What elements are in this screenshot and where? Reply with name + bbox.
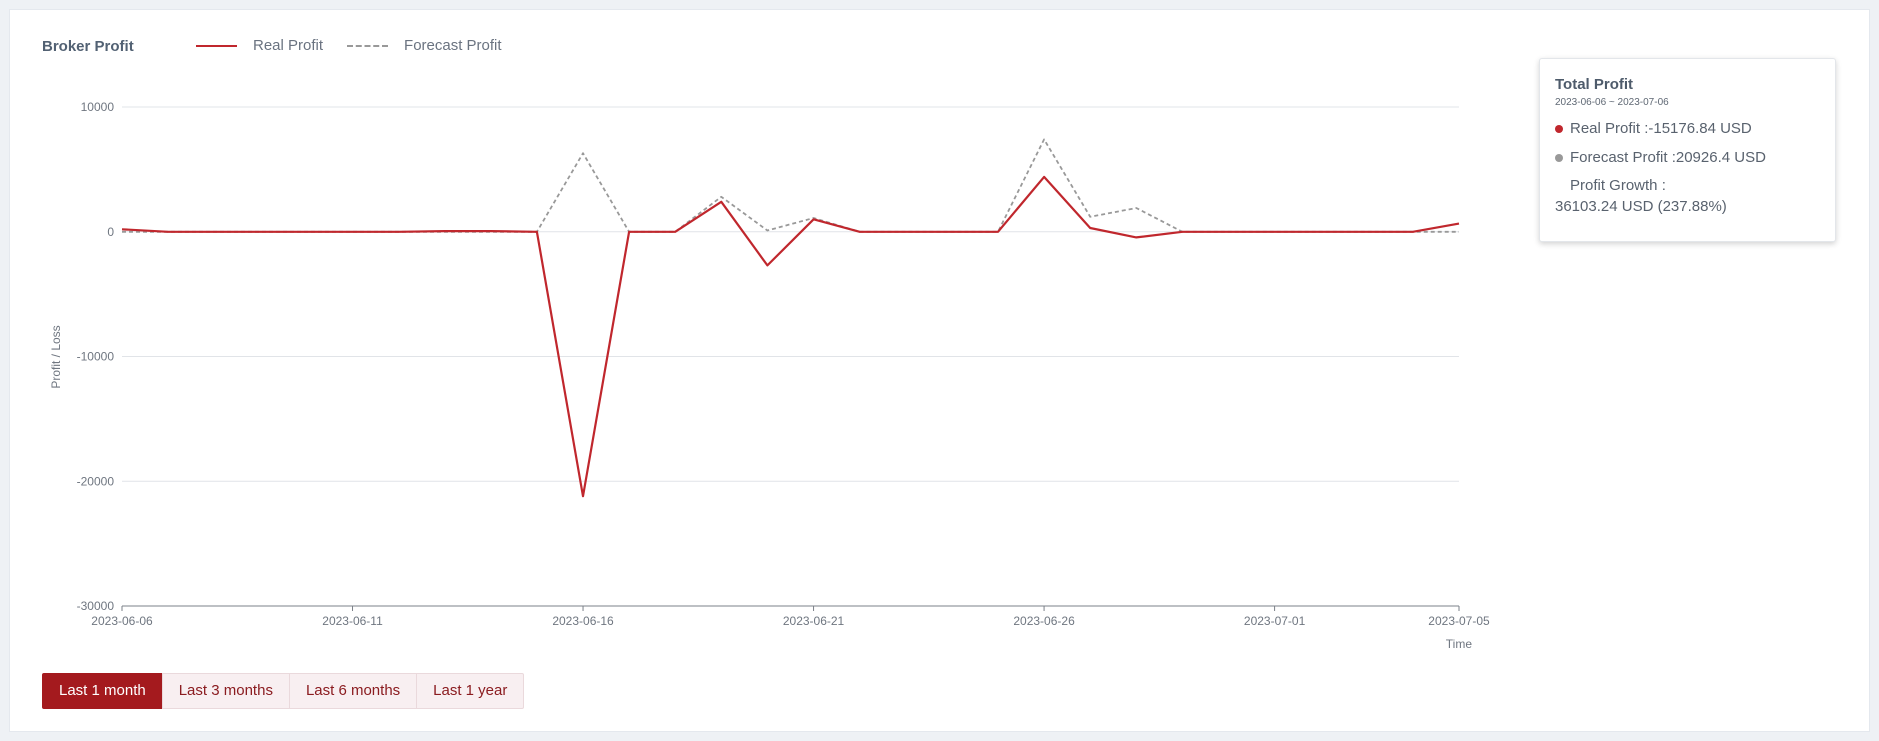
forecast-dot-icon <box>1555 153 1563 162</box>
last-1-month-button[interactable]: Last 1 month <box>42 673 163 709</box>
x-tick-label: 2023-06-16 <box>552 614 614 628</box>
forecast-profit-row: Forecast Profit :20926.4 USD <box>1555 149 1820 166</box>
y-tick-label: 10000 <box>81 100 115 114</box>
x-tick-label: 2023-06-21 <box>783 614 845 628</box>
real-profit-row: Real Profit :-15176.84 USD <box>1555 120 1820 137</box>
legend-swatch-forecast <box>347 44 389 47</box>
y-tick-label: -20000 <box>77 474 115 488</box>
forecast-profit-line[interactable] <box>122 138 1459 233</box>
legend-label-real: Real Profit <box>253 37 324 54</box>
x-tick-label: 2023-07-01 <box>1244 614 1306 628</box>
series-lines <box>121 138 1460 498</box>
legend-item-real[interactable]: Real Profit <box>196 37 323 54</box>
y-tick-label: -10000 <box>77 350 115 364</box>
last-3-months-button[interactable]: Last 3 months <box>161 673 290 709</box>
last-1-year-button[interactable]: Last 1 year <box>416 673 525 709</box>
total-profit-panel: Total Profit 2023-06-06 ~ 2023-07-06 Rea… <box>1539 58 1836 242</box>
forecast-profit-text: Forecast Profit :20926.4 USD <box>1570 149 1766 166</box>
x-tick-label: 2023-06-11 <box>322 614 383 628</box>
x-tick-label: 2023-06-26 <box>1013 614 1075 628</box>
real-profit-line[interactable] <box>121 175 1460 498</box>
legend-label-forecast: Forecast Profit <box>404 37 502 54</box>
x-axis-label: Time <box>1446 637 1473 651</box>
x-tick-label: 2023-06-06 <box>91 614 153 628</box>
legend-swatch-real <box>196 44 237 47</box>
chart-title: Broker Profit <box>42 38 134 55</box>
legend-item-forecast[interactable]: Forecast Profit <box>347 37 502 54</box>
profit-growth-value: 36103.24 USD (237.88%) <box>1555 198 1727 215</box>
time-range-buttons: Last 1 month Last 3 months Last 6 months… <box>42 673 525 709</box>
y-axis-label: Profit / Loss <box>49 325 63 388</box>
y-tick-label: -30000 <box>77 599 115 613</box>
total-profit-title: Total Profit <box>1555 76 1634 93</box>
x-tick-label: 2023-07-05 <box>1428 614 1490 628</box>
last-6-months-button[interactable]: Last 6 months <box>288 673 418 709</box>
y-tick-label: 0 <box>107 225 114 239</box>
chart-legend: Real Profit Forecast Profit <box>196 37 526 54</box>
grid <box>122 106 1459 607</box>
date-range: 2023-06-06 ~ 2023-07-06 <box>1555 97 1669 108</box>
real-profit-text: Real Profit :-15176.84 USD <box>1570 120 1752 137</box>
real-dot-icon <box>1555 124 1563 133</box>
profit-growth-label: Profit Growth : <box>1570 177 1666 194</box>
